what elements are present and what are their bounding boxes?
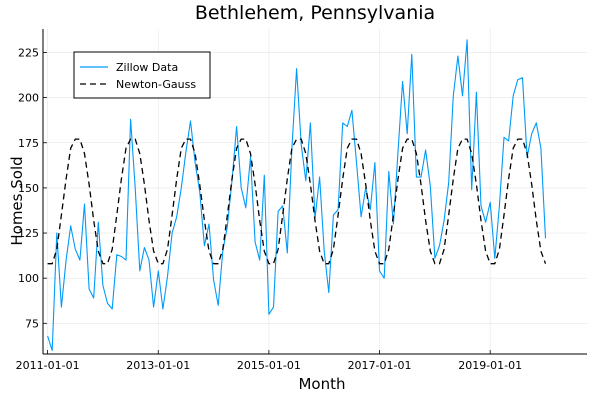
plot-frame: [42, 29, 587, 355]
y-tick-label: 150: [18, 182, 39, 195]
legend-label-newton-gauss: Newton-Gauss: [116, 78, 196, 91]
y-axis-title: Homes Sold: [8, 156, 26, 245]
legend: Zillow Data Newton-Gauss: [73, 51, 211, 99]
y-tick-label: 75: [25, 317, 39, 330]
chart-title: Bethlehem, Pennsylvania: [195, 2, 435, 24]
y-tick-label: 175: [18, 137, 39, 150]
x-tick-label: 2017-01-01: [348, 359, 412, 372]
y-tick-label: 100: [18, 272, 39, 285]
y-axis: 75 100 125 150 175 200 225: [18, 46, 47, 330]
y-tick-label: 125: [18, 227, 39, 240]
series-line-newton-gauss: [47, 138, 547, 265]
y-tick-label: 225: [18, 46, 39, 59]
legend-label-zillow: Zillow Data: [116, 61, 178, 74]
series-layer: [47, 39, 547, 351]
x-tick-label: 2013-01-01: [126, 359, 190, 372]
x-tick-label: 2015-01-01: [237, 359, 301, 372]
x-tick-label: 2011-01-01: [16, 359, 80, 372]
y-tick-label: 200: [18, 92, 39, 105]
series-line-zillow-data: [47, 39, 547, 351]
x-axis: 2011-01-01 2013-01-01 2015-01-01 2017-01-01…: [16, 350, 522, 372]
legend-box: [73, 51, 211, 99]
x-axis-title: Month: [298, 375, 345, 393]
x-tick-label: 2019-01-01: [458, 359, 522, 372]
